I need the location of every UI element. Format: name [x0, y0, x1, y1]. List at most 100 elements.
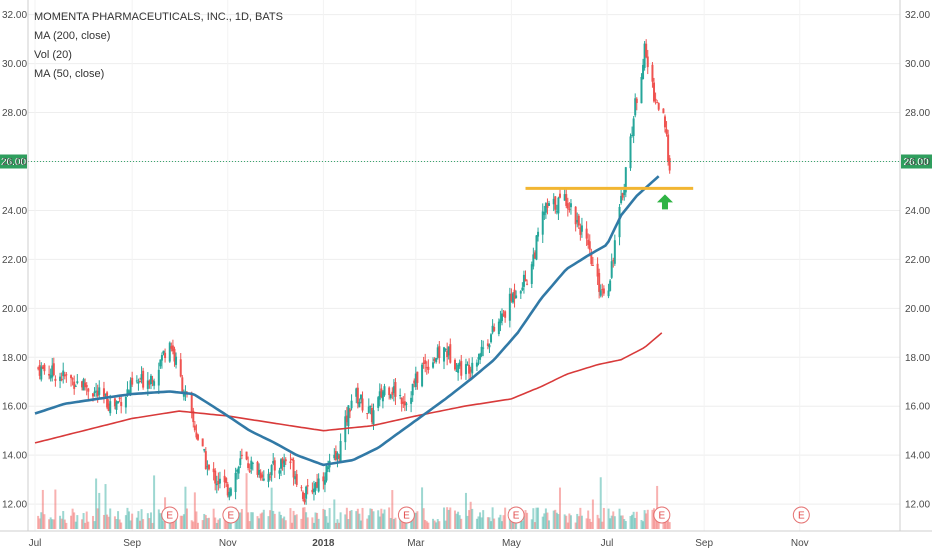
candle-body — [359, 394, 362, 400]
x-tick-label: 2018 — [312, 538, 335, 549]
volume-bar — [115, 518, 118, 529]
volume-bar — [414, 512, 417, 529]
candle-body — [76, 381, 79, 384]
volume-bar — [312, 522, 315, 529]
candle-body — [311, 489, 314, 493]
candle-body — [537, 231, 540, 237]
candle-body — [372, 410, 375, 425]
candle-body — [558, 193, 561, 198]
volume-bar — [201, 520, 204, 529]
volume-bar — [574, 522, 577, 529]
volume-bar — [663, 522, 666, 529]
candle-body — [256, 461, 259, 475]
candle-body — [369, 405, 372, 407]
volume-bar — [157, 509, 160, 529]
candle-body — [48, 373, 51, 376]
volume-bar — [333, 499, 336, 529]
volume-bar — [160, 513, 163, 529]
candle-body — [289, 461, 292, 464]
candle-body — [491, 325, 494, 333]
candle-body — [640, 76, 643, 104]
volume-bar — [60, 518, 63, 529]
candle-body — [234, 472, 237, 493]
volume-bar — [602, 507, 605, 529]
candle-body — [272, 461, 275, 464]
volume-bar — [327, 522, 330, 529]
candle-body — [142, 370, 145, 388]
candle-body — [623, 189, 626, 195]
candle-body — [291, 458, 294, 460]
legend-ma50[interactable]: MA (50, close) — [34, 68, 105, 80]
legend-ma200[interactable]: MA (200, close) — [34, 30, 111, 42]
volume-bar — [654, 515, 657, 529]
candle-body — [482, 347, 485, 349]
volume-bar — [646, 509, 649, 529]
volume-bar — [609, 518, 612, 529]
volume-bar — [422, 508, 425, 529]
candle-body — [124, 396, 127, 408]
volume-bar — [204, 515, 207, 529]
candle-body — [579, 227, 582, 235]
volume-bar — [182, 514, 185, 529]
volume-bar — [226, 520, 229, 529]
volume-bar — [607, 508, 610, 529]
volume-bar — [388, 507, 391, 529]
candle-body — [471, 362, 474, 374]
candle-body — [546, 203, 549, 208]
arrow-up-icon — [656, 194, 673, 210]
volume-bar — [281, 518, 284, 529]
y-tick-left: 26.00 — [2, 157, 27, 168]
candle-body — [381, 391, 384, 402]
volume-bar — [291, 522, 294, 529]
volume-bar — [87, 521, 90, 529]
x-tick-label: May — [502, 538, 521, 549]
candle-body — [410, 397, 413, 404]
volume-bar — [272, 510, 275, 529]
volume-bar — [524, 510, 527, 529]
volume-bar — [52, 519, 55, 529]
volume-bar — [48, 519, 51, 529]
volume-bar — [93, 521, 96, 529]
candle-body — [665, 129, 668, 134]
volume-bar — [256, 516, 259, 529]
volume-bar — [544, 508, 547, 529]
volume-bar — [591, 499, 594, 529]
volume-bar — [338, 522, 341, 529]
volume-bar — [458, 515, 461, 529]
volume-bar — [425, 521, 428, 529]
volume-bar — [634, 517, 637, 529]
candle-body — [339, 441, 342, 463]
volume-bar — [65, 522, 68, 529]
volume-bar — [258, 518, 261, 529]
candle-body — [493, 326, 496, 331]
volume-bar — [535, 507, 538, 529]
candle-body — [115, 401, 118, 410]
candle-body — [104, 393, 107, 395]
candle-body — [226, 484, 229, 496]
candle-body — [358, 401, 361, 408]
volume-bar — [623, 519, 626, 529]
volume-bar — [162, 521, 165, 529]
candle-body — [632, 118, 635, 136]
candle-body — [370, 407, 373, 423]
volume-bar — [195, 511, 198, 529]
candle-body — [585, 228, 588, 239]
candle-body — [73, 381, 76, 389]
volume-bar — [292, 510, 295, 529]
candle-body — [657, 103, 660, 110]
volume-bar — [247, 512, 250, 529]
volume-bar — [106, 514, 109, 529]
volume-bar — [73, 512, 76, 529]
volume-bar — [557, 514, 560, 529]
earnings-marker-label: E — [228, 511, 235, 522]
volume-bar — [59, 515, 62, 529]
candle-body — [621, 193, 624, 198]
current-price-badge-right — [901, 154, 932, 169]
candle-body — [504, 311, 507, 318]
volume-bar — [85, 511, 88, 529]
candle-body — [601, 289, 604, 291]
legend-volume[interactable]: Vol (20) — [34, 49, 72, 61]
volume-bar — [577, 516, 580, 529]
volume-bar — [240, 509, 243, 529]
